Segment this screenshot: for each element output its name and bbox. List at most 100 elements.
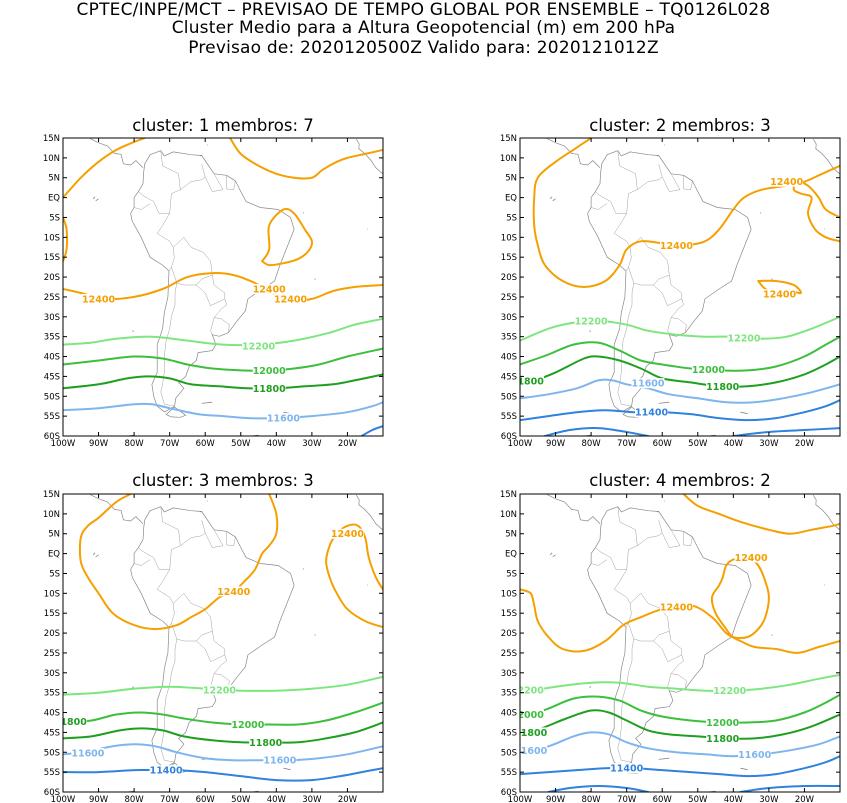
x-tick-label: 100W <box>51 439 76 449</box>
country-border <box>613 569 632 628</box>
x-tick-label: 50W <box>231 795 251 803</box>
map-area: 12400 12400 2200 12200 2000 12000 11800 11800 11… <box>514 494 840 792</box>
country-border <box>653 631 683 663</box>
x-tick-label: 50W <box>688 795 708 803</box>
contour-label-bg <box>574 315 608 326</box>
y-tick-label: 20S <box>44 273 60 283</box>
contour-11400 <box>739 784 840 792</box>
contour-label: 12400 <box>735 553 768 564</box>
contour-12400 <box>792 180 840 243</box>
x-tick-label: 80W <box>124 439 144 449</box>
island <box>283 767 291 771</box>
x-tick-label: 20W <box>338 439 358 449</box>
island <box>552 554 556 558</box>
island <box>552 198 556 202</box>
contour-12400 <box>229 138 383 180</box>
x-tick-label: 60W <box>653 439 673 449</box>
contour-label: 12000 <box>692 365 725 376</box>
island <box>658 757 670 760</box>
contour-11400 <box>547 785 649 792</box>
contour-label-bg <box>231 719 265 730</box>
contour-label: 12000 <box>253 366 286 377</box>
contour-label: 11800 <box>514 728 547 739</box>
contour-label-bg <box>71 748 105 759</box>
island <box>92 552 96 556</box>
contour-label: 12400 <box>660 241 693 252</box>
contour-12400 <box>63 216 68 263</box>
country-border <box>180 532 206 546</box>
y-tick-label: 55S <box>501 768 517 778</box>
contour-12000 <box>63 347 383 372</box>
y-tick-label: 5N <box>48 174 60 184</box>
y-tick-label: EQ <box>505 550 517 560</box>
contour-11800 <box>63 721 383 744</box>
contour-12000 <box>520 693 840 724</box>
contour-label-bg <box>263 755 297 766</box>
country-border <box>670 298 684 318</box>
contour-label: 11800 <box>249 738 282 749</box>
y-tick-label: 10N <box>43 154 60 164</box>
x-tick-label: 20W <box>338 795 358 803</box>
contour-label: 11600 <box>263 756 296 767</box>
y-tick-label: 50S <box>44 392 60 402</box>
africa-coastline <box>356 495 383 531</box>
y-tick-label: 60S <box>501 788 517 798</box>
x-tick-label: 90W <box>546 439 566 449</box>
contour-label: 12400 <box>770 177 803 188</box>
contour-11400 <box>732 427 840 436</box>
x-tick-label: 60W <box>196 439 216 449</box>
contour-label: 12400 <box>763 290 796 301</box>
contour-11800 <box>520 709 840 740</box>
contour-label-bg <box>149 765 183 776</box>
y-tick-label: EQ <box>505 194 517 204</box>
x-tick-label: 100W <box>508 795 533 803</box>
contour-label-bg <box>738 749 772 760</box>
y-tick-label: 20S <box>501 629 517 639</box>
contour-12400 <box>682 494 840 535</box>
contour-12200 <box>520 673 840 694</box>
contour-11400 <box>520 755 840 778</box>
country-border <box>212 173 224 192</box>
y-tick-label: EQ <box>48 550 60 560</box>
y-tick-label: 50S <box>501 748 517 758</box>
y-tick-label: 40S <box>44 353 60 363</box>
y-tick-label: 15S <box>501 609 517 619</box>
contour-label: 1800 <box>60 717 87 728</box>
south-america-coastline <box>587 150 752 413</box>
country-border <box>171 236 213 286</box>
country-border <box>156 213 175 272</box>
contour-label-bg <box>266 413 300 424</box>
y-tick-label: 20S <box>44 629 60 639</box>
island <box>549 552 553 556</box>
contour-label-bg <box>706 381 740 392</box>
contour-label-bg <box>202 684 236 695</box>
y-tick-label: 60S <box>501 432 517 442</box>
country-border <box>212 529 224 548</box>
contour-label: 12000 <box>231 720 264 731</box>
x-tick-label: 70W <box>160 795 180 803</box>
island <box>793 138 794 139</box>
country-border <box>670 654 684 674</box>
contour-label: 11600 <box>738 750 771 761</box>
y-tick-label: 25S <box>501 649 517 659</box>
cluster-panel-2: 12400 12400 12400 12200 12200 12000 1800 11800 1… <box>500 116 841 449</box>
contour-11400 <box>63 767 383 782</box>
x-tick-label: 80W <box>581 795 601 803</box>
country-border <box>683 536 693 546</box>
island <box>336 494 337 495</box>
contour-label: 11400 <box>610 764 643 775</box>
contour-11600 <box>63 401 383 420</box>
island <box>95 554 99 558</box>
y-tick-label: 50S <box>501 392 517 402</box>
x-tick-label: 40W <box>267 795 287 803</box>
y-tick-label: 60S <box>44 432 60 442</box>
y-tick-label: 45S <box>501 372 517 382</box>
country-border <box>138 506 181 570</box>
contour-11600 <box>63 743 383 762</box>
y-tick-label: 30S <box>44 669 60 679</box>
cluster-panel-4: 12400 12400 2200 12200 2000 12000 11800 11800 11… <box>500 471 841 803</box>
y-tick-label: 55S <box>501 412 517 422</box>
contour-label-bg <box>635 407 669 418</box>
